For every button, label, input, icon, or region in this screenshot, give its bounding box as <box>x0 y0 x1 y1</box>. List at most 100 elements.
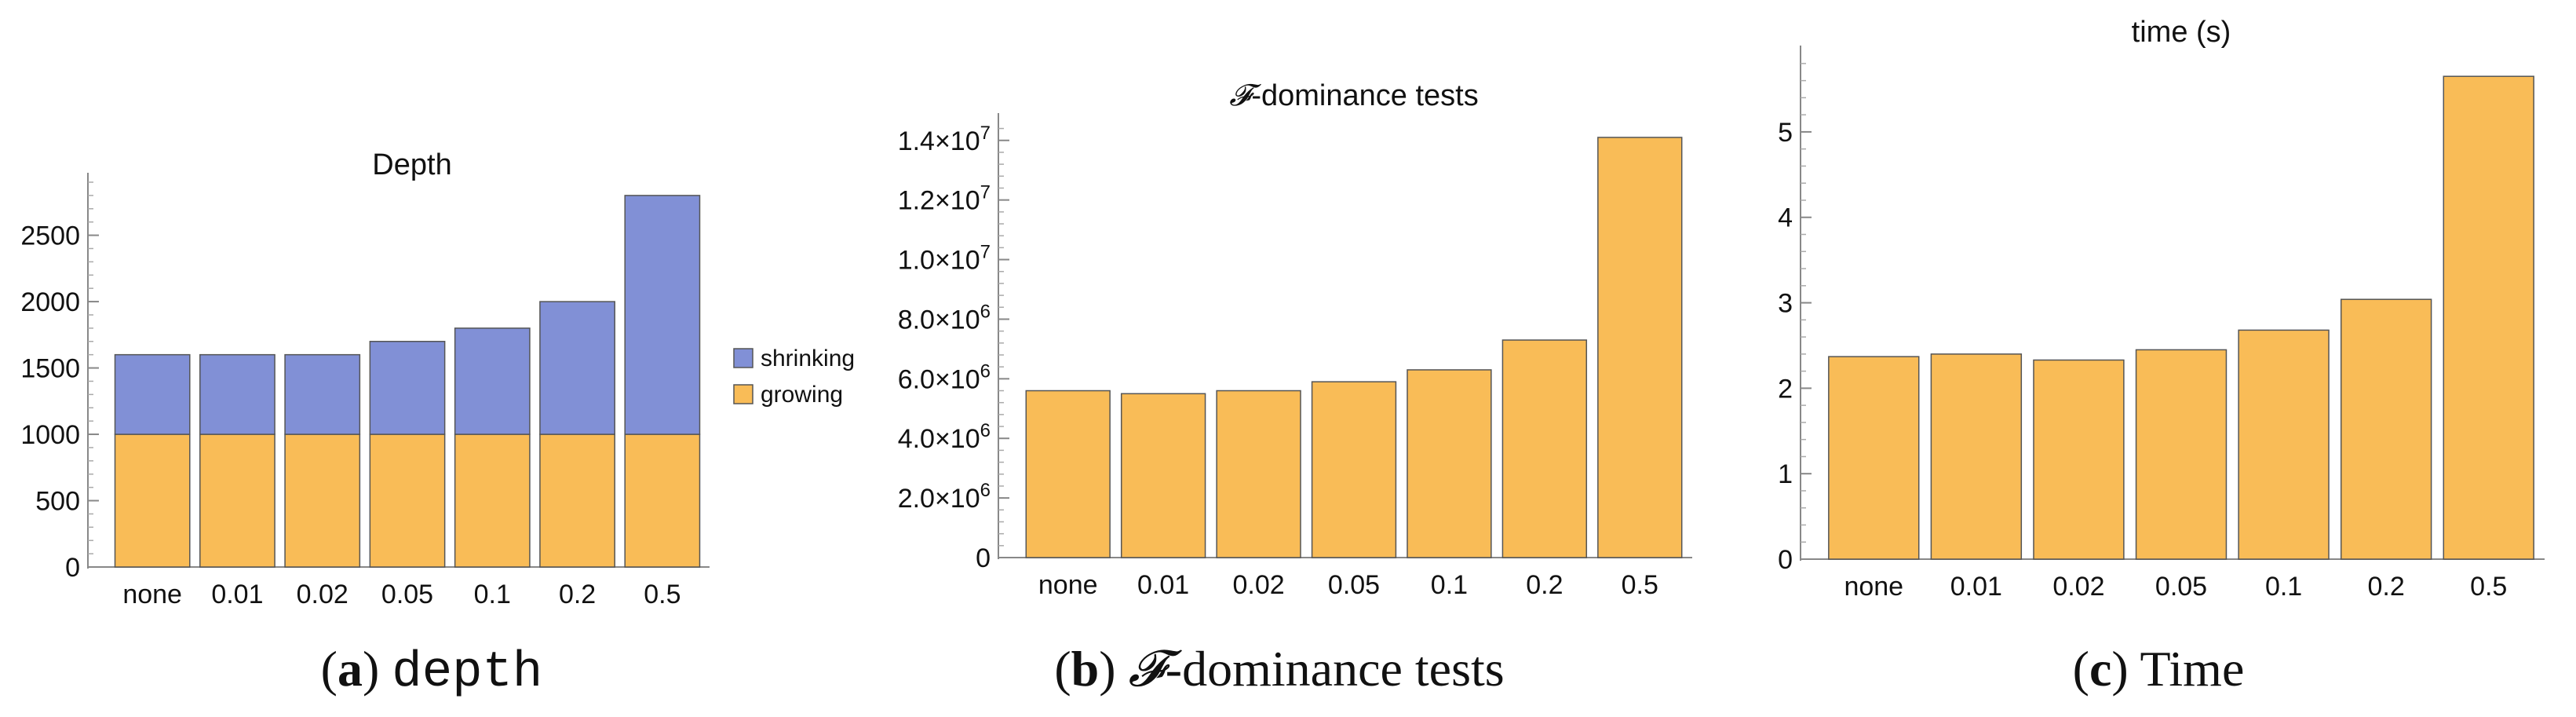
x-tick-label: none <box>1844 572 1903 602</box>
time-chart: 0 1 2 3 4 5 none 0.01 0.02 0.05 0.1 0.2 0.5 time (s) <box>1778 16 2545 602</box>
legend-swatch-growing <box>733 384 753 404</box>
bar-growing-none <box>1828 356 1920 560</box>
y-tick-label: 0 <box>976 543 991 573</box>
y-tick-label: 2000 <box>20 287 80 317</box>
y-tick-exponent: 7 <box>980 123 991 144</box>
x-tick-label: 0.01 <box>1950 572 2002 602</box>
chart-title: 𝓕-dominance tests <box>1229 78 1478 112</box>
caption-b-letter: b <box>1071 641 1100 697</box>
bar-growing-0.05 <box>1311 381 1397 558</box>
caption-a-text: depth <box>392 645 543 701</box>
y-tick-label: 4 <box>1778 203 1793 233</box>
x-tick-label: 0.05 <box>1328 570 1380 600</box>
y-tick-label: 2500 <box>20 221 80 251</box>
x-tick-label: 0.05 <box>381 580 433 609</box>
bar-growing-0.5 <box>1597 137 1683 558</box>
caption-a: (a) depth <box>320 641 543 701</box>
y-tick-mantissa: 2.0×10 <box>898 484 980 514</box>
bar-growing-0.05 <box>2135 349 2228 560</box>
chart-title: time (s) <box>2132 16 2231 49</box>
chart-panel-time: 0 1 2 3 4 5 none 0.01 0.02 0.05 0.1 0.2 0.5 time (s) … <box>1727 0 2576 717</box>
x-tick-label: 0.2 <box>559 580 596 609</box>
bar-growing-0.1 <box>1407 369 1492 558</box>
x-tick-label: 0.02 <box>2052 572 2104 602</box>
chart-title-text: -dominance tests <box>1251 79 1478 112</box>
bar-growing-0.01 <box>1930 353 2023 560</box>
caption-b-text: -dominance tests <box>1165 641 1505 697</box>
x-tick-label: none <box>122 580 182 609</box>
y-tick-exponent: 6 <box>980 480 991 501</box>
bar-growing-0.05 <box>369 433 446 568</box>
y-tick-label: 1.0×107 <box>898 242 991 276</box>
x-tick-label: 0.2 <box>1526 570 1563 600</box>
y-tick-label: 6.0×106 <box>898 360 991 394</box>
dominance-chart: 02.0×1064.0×1066.0×1068.0×1061.0×1071.2×… <box>898 78 1692 600</box>
x-tick-label: 0.02 <box>297 580 348 609</box>
caption-c: (c) Time <box>2072 641 2245 697</box>
bar-growing-0.01 <box>1120 393 1206 558</box>
y-tick-exponent: 7 <box>980 182 991 203</box>
x-tick-label: 0.01 <box>1137 570 1189 600</box>
bar-growing-none <box>1025 390 1111 558</box>
chart-title: Depth <box>372 148 451 181</box>
y-tick-exponent: 7 <box>980 242 991 263</box>
x-tick-label: none <box>1038 570 1098 600</box>
bar-shrinking-0.5 <box>624 195 701 435</box>
bar-growing-0.02 <box>1216 390 1301 558</box>
legend-label-growing: growing <box>761 382 843 408</box>
bar-growing-0.1 <box>454 433 531 568</box>
bar-growing-0.5 <box>624 433 701 568</box>
x-tick-label: 0.5 <box>2470 572 2507 602</box>
bar-growing-0.2 <box>539 433 615 568</box>
y-tick-label: 1500 <box>20 354 80 384</box>
y-tick-label: 3 <box>1778 289 1793 319</box>
bar-shrinking-0.01 <box>199 353 275 435</box>
x-tick-label: 0.1 <box>474 580 511 609</box>
y-tick-label: 8.0×106 <box>898 301 991 335</box>
y-tick-mantissa: 6.0×10 <box>898 364 980 394</box>
y-tick-exponent: 6 <box>980 420 991 441</box>
caption-a-letter: a <box>337 641 363 697</box>
x-tick-label: 0.02 <box>1232 570 1284 600</box>
x-tick-label: 0.05 <box>2155 572 2207 602</box>
y-tick-mantissa: 4.0×10 <box>898 424 980 454</box>
bar-growing-none <box>114 433 191 568</box>
y-tick-mantissa: 8.0×10 <box>898 305 980 335</box>
x-tick-label: 0.5 <box>644 580 680 609</box>
bar-growing-0.2 <box>1501 339 1588 558</box>
y-tick-label: 2 <box>1778 374 1793 404</box>
bar-shrinking-none <box>114 353 191 435</box>
y-tick-exponent: 6 <box>980 301 991 322</box>
y-tick-exponent: 6 <box>980 360 991 382</box>
y-tick-mantissa: 1.0×10 <box>898 246 980 276</box>
bar-growing-0.1 <box>2238 329 2330 560</box>
y-tick-mantissa: 1.2×10 <box>898 186 980 216</box>
y-tick-label: 0 <box>1778 545 1793 575</box>
chart-panel-dominance: 0 2.0×106 4.0×106 6.0×106 8.0×106 1.0×107 1.2×… <box>863 0 1727 717</box>
y-tick-label: 1.2×107 <box>898 182 991 216</box>
y-tick-label: 5 <box>1778 118 1793 148</box>
y-tick-label: 1000 <box>20 420 80 450</box>
caption-b: (b) 𝓕-dominance tests <box>1054 641 1505 697</box>
x-tick-label: 0.1 <box>2265 572 2302 602</box>
bar-shrinking-0.02 <box>284 353 361 435</box>
depth-chart: 0 500 1000 1500 2000 2500 none 0.01 0.02 0.05 0.1 0… <box>20 148 855 609</box>
y-tick-label: 0 <box>65 553 80 583</box>
x-tick-label: 0.1 <box>1431 570 1468 600</box>
x-tick-label: 0.5 <box>1622 570 1658 600</box>
caption-c-letter: c <box>2089 641 2112 697</box>
x-tick-label: 0.01 <box>211 580 263 609</box>
legend-label-shrinking: shrinking <box>761 346 855 371</box>
bar-growing-0.02 <box>284 433 361 568</box>
bar-growing-0.5 <box>2443 75 2534 560</box>
bar-shrinking-0.2 <box>539 301 615 435</box>
bar-shrinking-0.1 <box>454 327 531 435</box>
y-tick-label: 1 <box>1778 459 1793 489</box>
caption-c-text: Time <box>2140 641 2245 697</box>
bar-shrinking-0.05 <box>369 341 446 435</box>
y-tick-label: 500 <box>35 487 80 517</box>
y-tick-mantissa: 1.4×10 <box>898 126 980 156</box>
y-tick-label: 1.4×107 <box>898 123 991 156</box>
bar-growing-0.2 <box>2340 298 2432 560</box>
y-tick-label: 4.0×106 <box>898 420 991 454</box>
